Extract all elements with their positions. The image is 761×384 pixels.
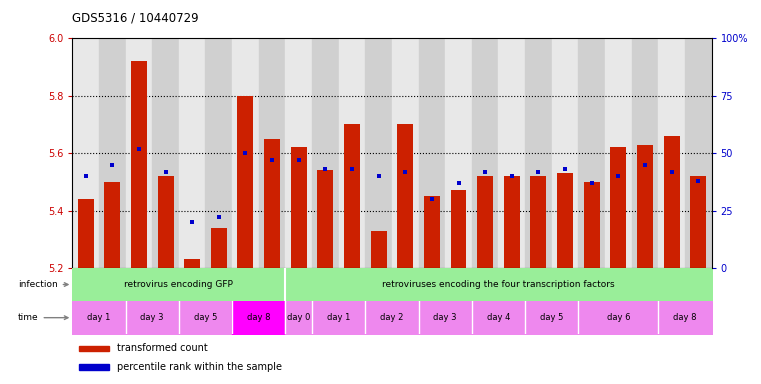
Text: retrovirus encoding GFP: retrovirus encoding GFP xyxy=(124,280,234,289)
Bar xyxy=(285,38,312,268)
Bar xyxy=(179,38,205,268)
Text: day 5: day 5 xyxy=(194,313,217,322)
Bar xyxy=(552,38,578,268)
Bar xyxy=(365,38,392,268)
Text: retroviruses encoding the four transcription factors: retroviruses encoding the four transcrip… xyxy=(382,280,615,289)
Bar xyxy=(637,144,653,268)
Bar xyxy=(498,38,525,268)
Text: GDS5316 / 10440729: GDS5316 / 10440729 xyxy=(72,12,199,25)
Bar xyxy=(78,364,110,370)
Bar xyxy=(632,38,658,268)
Bar xyxy=(472,38,498,268)
Text: percentile rank within the sample: percentile rank within the sample xyxy=(117,362,282,372)
Bar xyxy=(504,176,520,268)
Bar xyxy=(530,176,546,268)
Bar xyxy=(78,346,110,351)
Bar xyxy=(690,176,706,268)
Bar xyxy=(264,139,280,268)
Bar xyxy=(557,173,573,268)
Text: infection: infection xyxy=(18,280,68,289)
Text: day 3: day 3 xyxy=(434,313,457,322)
Bar xyxy=(685,38,712,268)
Text: transformed count: transformed count xyxy=(117,343,208,354)
Bar xyxy=(451,190,466,268)
Bar xyxy=(419,38,445,268)
Bar xyxy=(605,38,632,268)
Bar xyxy=(445,38,472,268)
Bar xyxy=(344,124,360,268)
Bar xyxy=(477,176,493,268)
Text: day 6: day 6 xyxy=(607,313,630,322)
Text: time: time xyxy=(18,313,68,322)
Text: day 1: day 1 xyxy=(88,313,110,322)
Text: day 8: day 8 xyxy=(673,313,696,322)
Bar xyxy=(126,38,152,268)
Bar xyxy=(99,38,126,268)
Bar xyxy=(72,38,99,268)
Text: day 1: day 1 xyxy=(327,313,350,322)
Bar xyxy=(211,228,227,268)
Bar xyxy=(424,196,440,268)
Text: day 3: day 3 xyxy=(141,313,164,322)
Bar xyxy=(184,259,200,268)
Bar xyxy=(339,38,365,268)
Bar xyxy=(259,38,285,268)
Bar xyxy=(131,61,147,268)
Bar xyxy=(104,182,120,268)
Bar xyxy=(658,38,685,268)
Bar xyxy=(158,176,174,268)
Bar xyxy=(397,124,413,268)
Bar xyxy=(232,38,259,268)
Bar xyxy=(392,38,419,268)
Bar xyxy=(317,170,333,268)
Bar xyxy=(371,231,387,268)
Bar xyxy=(78,199,94,268)
Bar xyxy=(291,147,307,268)
Bar xyxy=(664,136,680,268)
Bar xyxy=(205,38,232,268)
Bar xyxy=(525,38,552,268)
Text: day 5: day 5 xyxy=(540,313,563,322)
Text: day 2: day 2 xyxy=(380,313,403,322)
Bar xyxy=(578,38,605,268)
Text: day 4: day 4 xyxy=(487,313,510,322)
Text: day 8: day 8 xyxy=(247,313,270,322)
Text: day 0: day 0 xyxy=(287,313,310,322)
Bar xyxy=(237,96,253,268)
Bar xyxy=(312,38,339,268)
Bar xyxy=(610,147,626,268)
Bar xyxy=(584,182,600,268)
Bar xyxy=(152,38,179,268)
